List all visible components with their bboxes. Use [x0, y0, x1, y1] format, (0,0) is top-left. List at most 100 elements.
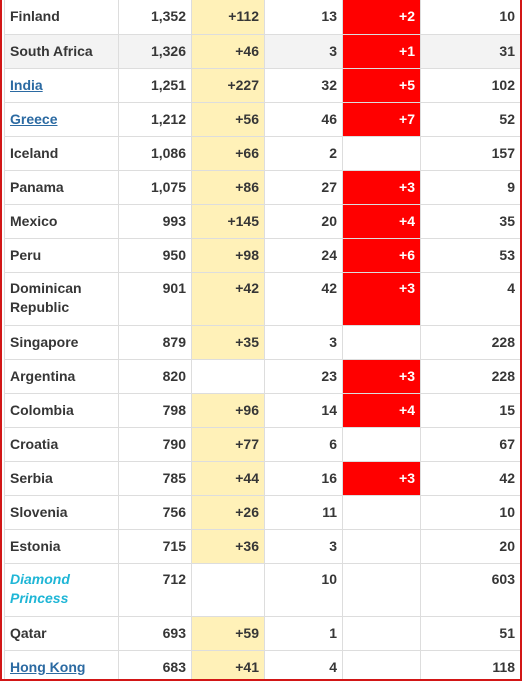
table-row: Diamond Princess 712 10 603 — [4, 562, 520, 617]
table-row: Croatia 790 +77 6 67 — [4, 426, 520, 462]
table-row: Argentina 820 23 +3 228 — [4, 358, 520, 394]
total-cases: 1,075 — [118, 169, 192, 205]
country-name: Finland — [4, 0, 119, 35]
new-deaths — [342, 528, 421, 564]
new-cases — [191, 562, 265, 617]
new-cases: +227 — [191, 67, 265, 103]
country-name[interactable]: Greece — [10, 110, 58, 127]
new-cases: +112 — [191, 0, 265, 35]
country-name: Serbia — [4, 460, 119, 496]
country-link-india[interactable]: India — [4, 67, 119, 103]
total-deaths: 46 — [264, 101, 343, 137]
table-row: Dominican Republic 901 +42 42 +3 4 — [4, 271, 520, 326]
new-cases: +98 — [191, 237, 265, 273]
country-name-line2: Princess — [10, 589, 69, 606]
table-row: Iceland 1,086 +66 2 157 — [4, 135, 520, 171]
country-stats-table: Finland 1,352 +112 13 +2 10 South Africa… — [4, 0, 520, 679]
total-deaths: 23 — [264, 358, 343, 394]
new-deaths — [342, 426, 421, 462]
table-row: Estonia 715 +36 3 20 — [4, 528, 520, 564]
table-row: Panama 1,075 +86 27 +3 9 — [4, 169, 520, 205]
new-deaths: +3 — [342, 358, 421, 394]
total-recovered: 31 — [420, 33, 520, 69]
total-recovered: 51 — [420, 615, 520, 651]
total-deaths: 16 — [264, 460, 343, 496]
table-row: Greece 1,212 +56 46 +7 52 — [4, 101, 520, 137]
total-cases: 1,352 — [118, 0, 192, 35]
country-name[interactable]: India — [10, 76, 43, 93]
new-cases: +42 — [191, 271, 265, 326]
new-deaths — [342, 135, 421, 171]
new-cases: +56 — [191, 101, 265, 137]
new-deaths: +3 — [342, 460, 421, 496]
new-deaths — [342, 562, 421, 617]
new-deaths: +7 — [342, 101, 421, 137]
new-deaths: +1 — [342, 33, 421, 69]
total-recovered: 35 — [420, 203, 520, 239]
new-deaths: +4 — [342, 203, 421, 239]
total-recovered: 228 — [420, 358, 520, 394]
total-recovered: 228 — [420, 324, 520, 360]
country-name[interactable]: Hong Kong — [10, 658, 86, 675]
country-link-hong-kong[interactable]: Hong Kong — [4, 649, 119, 679]
country-link-greece[interactable]: Greece — [4, 101, 119, 137]
country-name: Dominican Republic — [4, 271, 119, 326]
total-recovered: 67 — [420, 426, 520, 462]
table-row: Qatar 693 +59 1 51 — [4, 615, 520, 651]
table-row: Colombia 798 +96 14 +4 15 — [4, 392, 520, 428]
total-cases: 901 — [118, 271, 192, 326]
table-row: Serbia 785 +44 16 +3 42 — [4, 460, 520, 496]
table-row: Slovenia 756 +26 11 10 — [4, 494, 520, 530]
new-deaths — [342, 649, 421, 679]
new-cases: +41 — [191, 649, 265, 679]
total-deaths: 1 — [264, 615, 343, 651]
total-deaths: 2 — [264, 135, 343, 171]
country-name: Iceland — [4, 135, 119, 171]
country-name: Colombia — [4, 392, 119, 428]
country-name: Qatar — [4, 615, 119, 651]
new-deaths: +3 — [342, 169, 421, 205]
new-cases: +77 — [191, 426, 265, 462]
total-cases: 790 — [118, 426, 192, 462]
table-row: Singapore 879 +35 3 228 — [4, 324, 520, 360]
total-cases: 756 — [118, 494, 192, 530]
new-cases: +96 — [191, 392, 265, 428]
new-deaths — [342, 494, 421, 530]
total-cases: 950 — [118, 237, 192, 273]
country-name: Diamond Princess — [4, 562, 119, 617]
total-deaths: 3 — [264, 33, 343, 69]
new-deaths — [342, 615, 421, 651]
total-deaths: 4 — [264, 649, 343, 679]
total-deaths: 14 — [264, 392, 343, 428]
new-deaths: +3 — [342, 271, 421, 326]
total-deaths: 20 — [264, 203, 343, 239]
country-name-line2: Republic — [10, 298, 70, 315]
total-deaths: 13 — [264, 0, 343, 35]
total-deaths: 10 — [264, 562, 343, 617]
total-recovered: 603 — [420, 562, 520, 617]
country-name: Panama — [4, 169, 119, 205]
total-recovered: 52 — [420, 101, 520, 137]
total-cases: 785 — [118, 460, 192, 496]
country-name-line1: Dominican — [10, 279, 82, 296]
country-name: Peru — [4, 237, 119, 273]
table-row: India 1,251 +227 32 +5 102 — [4, 67, 520, 103]
table-row: Finland 1,352 +112 13 +2 10 — [4, 0, 520, 35]
country-name: Singapore — [4, 324, 119, 360]
new-cases: +86 — [191, 169, 265, 205]
total-deaths: 3 — [264, 528, 343, 564]
total-cases: 798 — [118, 392, 192, 428]
total-cases: 712 — [118, 562, 192, 617]
new-deaths: +2 — [342, 0, 421, 35]
new-cases: +145 — [191, 203, 265, 239]
country-name: Argentina — [4, 358, 119, 394]
total-cases: 993 — [118, 203, 192, 239]
total-deaths: 24 — [264, 237, 343, 273]
new-deaths — [342, 324, 421, 360]
total-cases: 683 — [118, 649, 192, 679]
total-recovered: 10 — [420, 0, 520, 35]
new-deaths: +6 — [342, 237, 421, 273]
total-cases: 879 — [118, 324, 192, 360]
total-recovered: 42 — [420, 460, 520, 496]
total-recovered: 10 — [420, 494, 520, 530]
